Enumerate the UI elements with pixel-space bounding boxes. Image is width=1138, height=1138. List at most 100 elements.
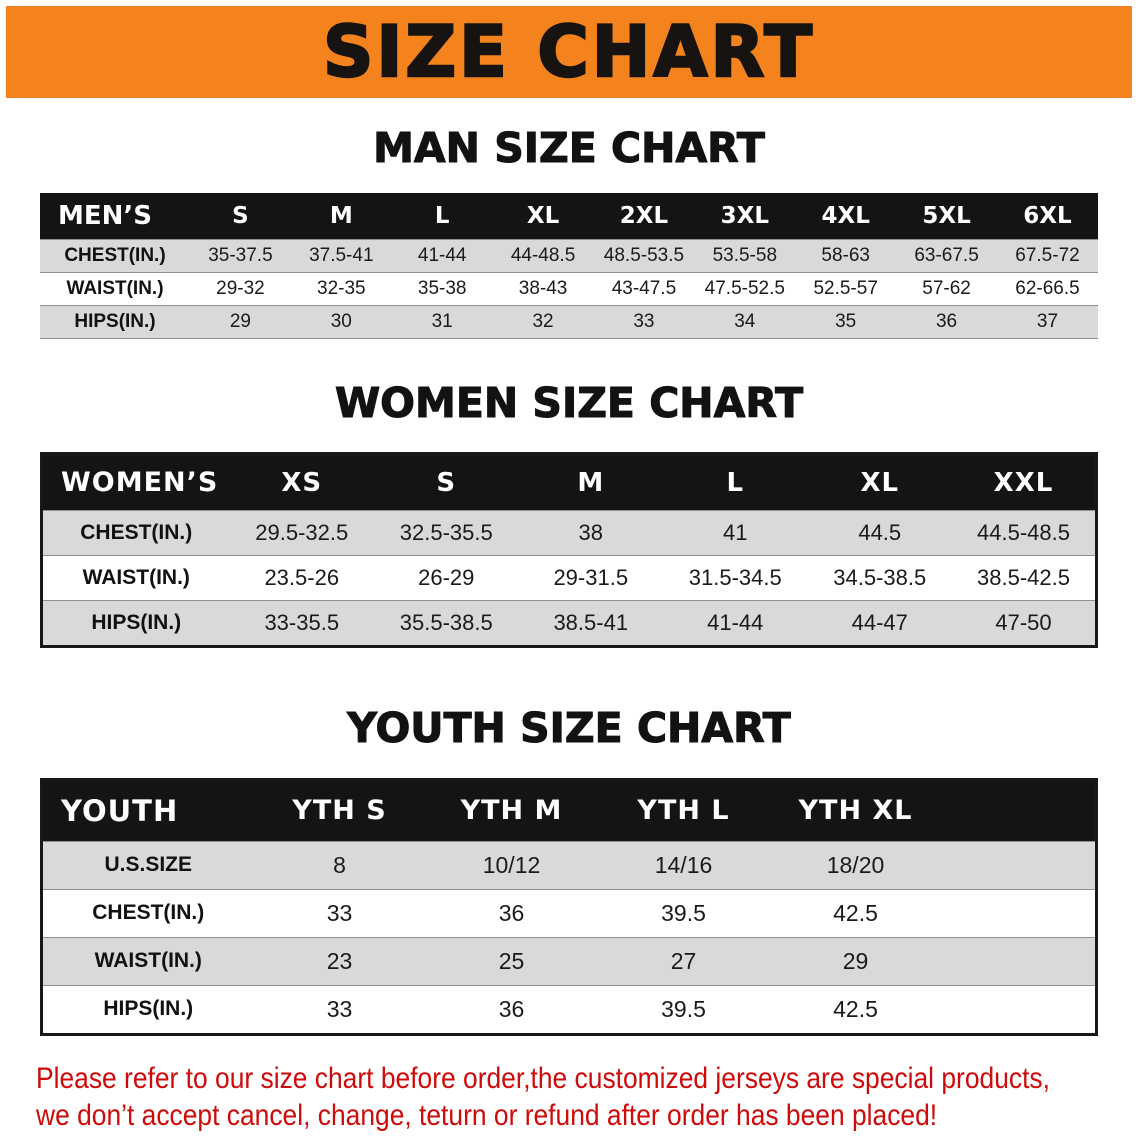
value-cell: 8 xyxy=(253,840,426,890)
value-cell: 29-31.5 xyxy=(518,555,663,601)
value-cell: 43-47.5 xyxy=(593,272,695,306)
table-row: CHEST(IN.) 29.5-32.5 32.5-35.5 38 41 44.5 44.5… xyxy=(41,510,1097,556)
size-chart-page: SIZE CHART MAN SIZE CHART MEN’S S M L XL 2XL 3X… xyxy=(0,6,1138,1134)
value-cell: 14/16 xyxy=(597,840,770,890)
header-row: YOUTH YTH S YTH M YTH L YTH XL xyxy=(41,779,1097,842)
value-cell: 26-29 xyxy=(374,555,519,601)
size-table-body: CHEST(IN.) 29.5-32.5 32.5-35.5 38 41 44.5 44.5… xyxy=(41,510,1097,647)
column-header: YTH M xyxy=(425,779,598,842)
filler-cell xyxy=(941,936,1097,986)
value-cell: 29.5-32.5 xyxy=(229,510,374,556)
value-cell: 44-48.5 xyxy=(492,239,594,273)
table-row: HIPS(IN.) 29 30 31 32 33 34 35 36 37 xyxy=(40,305,1098,339)
value-cell: 35.5-38.5 xyxy=(374,600,519,647)
column-header: XXL xyxy=(952,453,1097,511)
header-row: WOMEN’S XS S M L XL XXL xyxy=(41,453,1097,511)
column-header: 6XL xyxy=(997,193,1098,240)
value-cell: 33 xyxy=(253,984,426,1035)
size-table-head: WOMEN’S XS S M L XL XXL xyxy=(41,453,1097,511)
value-cell: 27 xyxy=(597,936,770,986)
value-cell: 10/12 xyxy=(425,840,598,890)
section-heading: WOMEN SIZE CHART xyxy=(334,379,804,428)
size-table: YOUTH YTH S YTH M YTH L YTH XL U.S.SIZE 8 10/12… xyxy=(40,777,1098,1036)
value-cell: 29 xyxy=(190,305,291,339)
column-header: XL xyxy=(492,193,594,240)
value-cell: 38-43 xyxy=(492,272,594,306)
disclaimer-line: Please refer to our size chart before or… xyxy=(36,1061,1050,1095)
column-header: 2XL xyxy=(593,193,695,240)
value-cell: 39.5 xyxy=(597,984,770,1035)
value-cell: 41 xyxy=(663,510,808,556)
value-cell: 44-47 xyxy=(807,600,952,647)
value-cell: 41-44 xyxy=(391,239,493,273)
column-header: 5XL xyxy=(896,193,997,240)
table-corner-label: WOMEN’S xyxy=(41,453,230,511)
table-corner-label: YOUTH xyxy=(41,779,254,842)
column-header: M xyxy=(290,193,392,240)
row-label: HIPS(IN.) xyxy=(41,984,254,1035)
row-label: CHEST(IN.) xyxy=(41,510,230,556)
value-cell: 33 xyxy=(253,888,426,938)
value-cell: 29 xyxy=(769,936,942,986)
column-header: XS xyxy=(229,453,374,511)
value-cell: 35-37.5 xyxy=(190,239,291,273)
value-cell: 42.5 xyxy=(769,984,942,1035)
value-cell: 36 xyxy=(425,888,598,938)
row-label: U.S.SIZE xyxy=(41,840,254,890)
column-header: YTH S xyxy=(253,779,426,842)
size-table: WOMEN’S XS S M L XL XXL CHEST(IN.) 29.5-32.5 32.5… xyxy=(40,452,1098,649)
value-cell: 23 xyxy=(253,936,426,986)
value-cell: 39.5 xyxy=(597,888,770,938)
filler-cell xyxy=(941,840,1097,890)
value-cell: 31.5-34.5 xyxy=(663,555,808,601)
disclaimer-line: we don’t accept cancel, change, teturn o… xyxy=(36,1098,938,1132)
table-corner-label: MEN’S xyxy=(40,193,190,240)
section-heading: MAN SIZE CHART xyxy=(373,123,766,172)
value-cell: 37 xyxy=(997,305,1098,339)
value-cell: 18/20 xyxy=(769,840,942,890)
value-cell: 33 xyxy=(593,305,695,339)
value-cell: 33-35.5 xyxy=(229,600,374,647)
disclaimer: Please refer to our size chart before or… xyxy=(36,1060,1050,1134)
row-label: CHEST(IN.) xyxy=(41,888,254,938)
value-cell: 52.5-57 xyxy=(795,272,897,306)
value-cell: 57-62 xyxy=(896,272,997,306)
filler-cell xyxy=(941,888,1097,938)
value-cell: 37.5-41 xyxy=(290,239,392,273)
filler-cell xyxy=(941,779,1097,842)
value-cell: 35 xyxy=(795,305,897,339)
value-cell: 67.5-72 xyxy=(997,239,1098,273)
value-cell: 29-32 xyxy=(190,272,291,306)
value-cell: 36 xyxy=(896,305,997,339)
column-header: YTH L xyxy=(597,779,770,842)
value-cell: 32.5-35.5 xyxy=(374,510,519,556)
size-table: MEN’S S M L XL 2XL 3XL 4XL 5XL 6XL CHEST(IN.) 35-37… xyxy=(40,193,1098,340)
value-cell: 35-38 xyxy=(391,272,493,306)
column-header: YTH XL xyxy=(769,779,942,842)
column-header: L xyxy=(663,453,808,511)
value-cell: 34.5-38.5 xyxy=(807,555,952,601)
value-cell: 30 xyxy=(290,305,392,339)
value-cell: 58-63 xyxy=(795,239,897,273)
size-table-body: U.S.SIZE 8 10/12 14/16 18/20 CHEST(IN.) 33 36 39… xyxy=(41,840,1097,1035)
page-title: SIZE CHART xyxy=(322,11,816,93)
row-label: HIPS(IN.) xyxy=(41,600,230,647)
table-row: WAIST(IN.) 23 25 27 29 xyxy=(41,936,1097,986)
size-table-body: CHEST(IN.) 35-37.5 37.5-41 41-44 44-48.5 48.5… xyxy=(40,239,1098,339)
value-cell: 62-66.5 xyxy=(997,272,1098,306)
value-cell: 47-50 xyxy=(952,600,1097,647)
filler-cell xyxy=(941,984,1097,1035)
value-cell: 48.5-53.5 xyxy=(593,239,695,273)
value-cell: 32 xyxy=(492,305,594,339)
row-label: WAIST(IN.) xyxy=(41,936,254,986)
value-cell: 38 xyxy=(518,510,663,556)
value-cell: 32-35 xyxy=(290,272,392,306)
value-cell: 41-44 xyxy=(663,600,808,647)
column-header: 4XL xyxy=(795,193,897,240)
value-cell: 25 xyxy=(425,936,598,986)
table-row: HIPS(IN.) 33-35.5 35.5-38.5 38.5-41 41-44 44-… xyxy=(41,600,1097,647)
value-cell: 47.5-52.5 xyxy=(694,272,796,306)
column-header: S xyxy=(190,193,291,240)
table-row: CHEST(IN.) 33 36 39.5 42.5 xyxy=(41,888,1097,938)
value-cell: 23.5-26 xyxy=(229,555,374,601)
